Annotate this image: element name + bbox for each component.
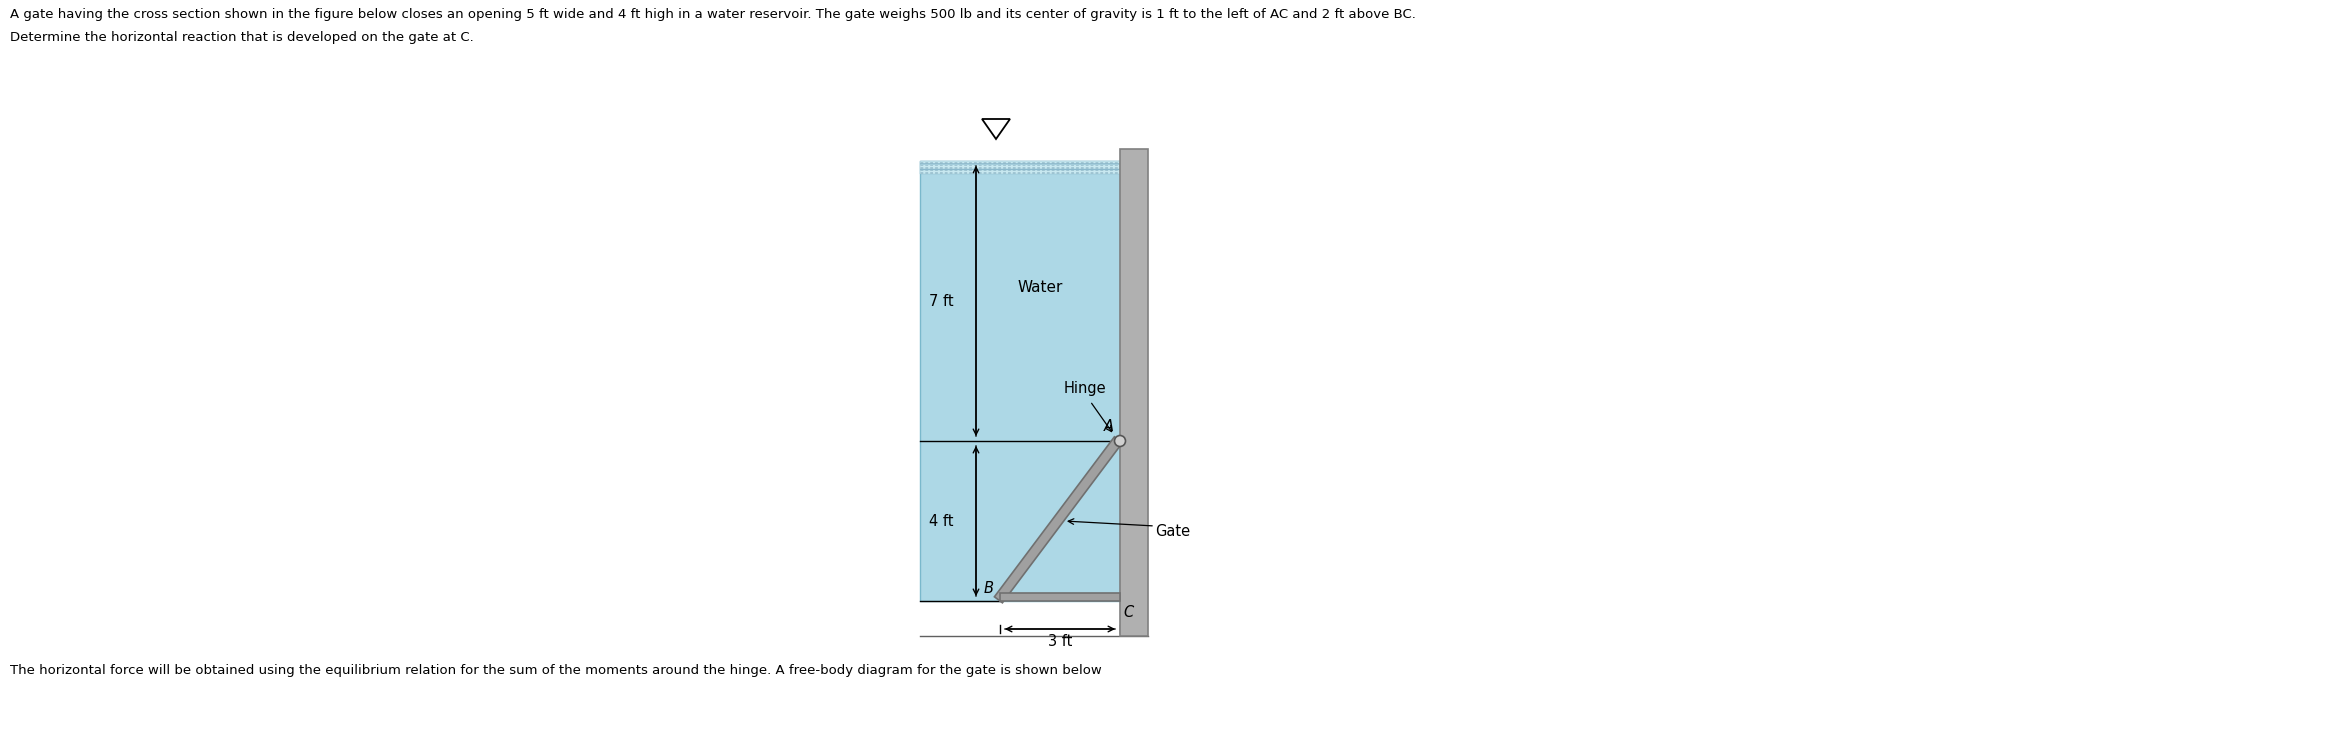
Polygon shape xyxy=(994,436,1123,603)
Text: 3 ft: 3 ft xyxy=(1048,634,1072,649)
Text: 4 ft: 4 ft xyxy=(931,514,954,528)
Text: A: A xyxy=(1104,419,1114,434)
Polygon shape xyxy=(1121,149,1149,636)
Circle shape xyxy=(1114,436,1126,447)
Text: Water: Water xyxy=(1018,280,1062,294)
Text: A gate having the cross section shown in the figure below closes an opening 5 ft: A gate having the cross section shown in… xyxy=(9,8,1415,21)
Polygon shape xyxy=(919,161,1121,174)
Polygon shape xyxy=(982,119,1010,139)
Polygon shape xyxy=(919,161,1121,601)
Text: Gate: Gate xyxy=(1154,523,1189,539)
Polygon shape xyxy=(1001,593,1121,601)
Text: Hinge: Hinge xyxy=(1065,381,1107,396)
Text: B: B xyxy=(985,581,994,596)
Text: 7 ft: 7 ft xyxy=(928,294,954,308)
Text: The horizontal force will be obtained using the equilibrium relation for the sum: The horizontal force will be obtained us… xyxy=(9,664,1102,677)
Text: C: C xyxy=(1123,605,1133,620)
Text: Determine the horizontal reaction that is developed on the gate at C.: Determine the horizontal reaction that i… xyxy=(9,31,475,44)
